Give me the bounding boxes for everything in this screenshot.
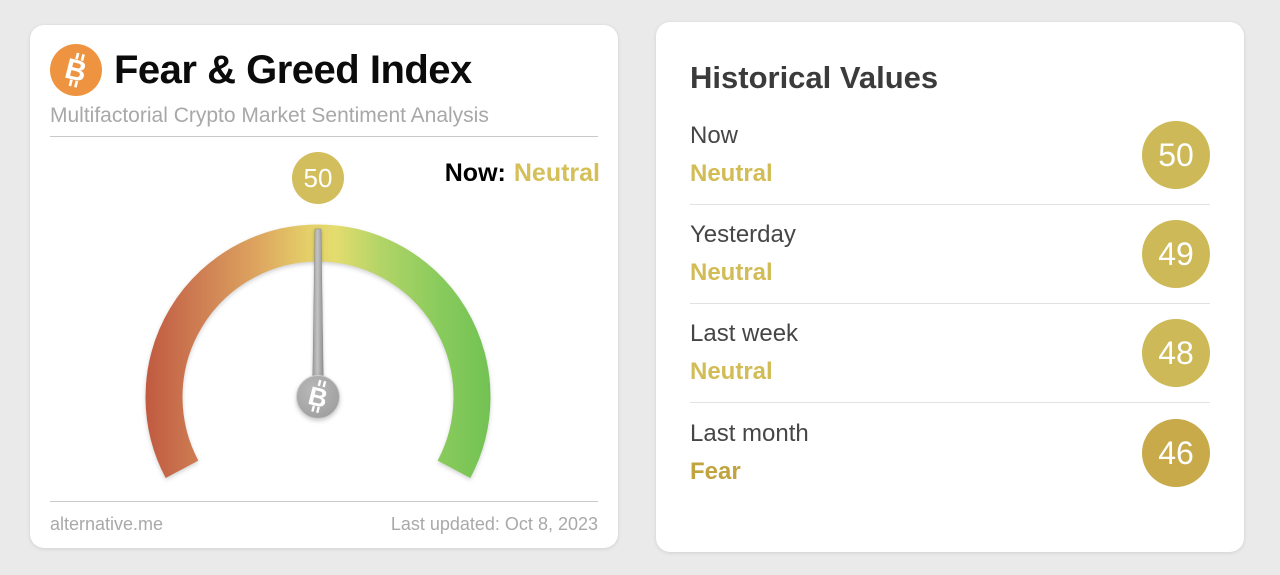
bitcoin-logo-icon: B — [50, 44, 102, 96]
current-value-badge: 50 — [292, 152, 344, 205]
now-status: Now: Neutral — [445, 161, 600, 186]
historical-values-card: Historical Values Now Neutral 50 Yesterd… — [656, 22, 1244, 552]
history-row-yesterday: Yesterday Neutral 49 — [690, 205, 1210, 304]
last-updated-text: Last updated: Oct 8, 2023 — [390, 514, 598, 535]
history-row-last-week: Last week Neutral 48 — [690, 304, 1210, 403]
period-label: Yesterday — [690, 221, 796, 248]
header-divider — [50, 136, 598, 138]
value-badge: 50 — [1142, 121, 1210, 189]
history-row-last-month: Last month Fear 46 — [690, 403, 1210, 502]
now-classification: Neutral — [513, 159, 600, 188]
sentiment-label: Fear — [690, 457, 741, 485]
sentiment-label: Neutral — [690, 358, 773, 385]
fear-greed-card: B Fear & Greed Index Multifactorial Cryp… — [30, 25, 618, 548]
value-badge: 46 — [1142, 418, 1210, 487]
historical-rows: Now Neutral 50 Yesterday Neutral 49 Last… — [690, 106, 1210, 502]
historical-values-title: Historical Values — [690, 60, 939, 95]
value-badge: 48 — [1142, 319, 1210, 387]
now-label: Now: — [444, 159, 506, 188]
sentiment-label: Neutral — [690, 160, 773, 187]
sentiment-label: Neutral — [690, 259, 773, 286]
gauge-area: B 50 Now: Neutral — [30, 137, 618, 485]
footer-divider — [50, 501, 598, 503]
history-row-now: Now Neutral 50 — [690, 106, 1210, 205]
period-label: Now — [690, 122, 739, 149]
gauge-card-title: Fear & Greed Index — [114, 48, 472, 92]
period-label: Last week — [690, 320, 799, 347]
gauge-card-subtitle: Multifactorial Crypto Market Sentiment A… — [50, 104, 489, 127]
source-link[interactable]: alternative.me — [50, 514, 164, 535]
gauge-chart: B — [145, 224, 491, 479]
value-badge: 49 — [1142, 220, 1210, 288]
bitcoin-hub-icon: B — [296, 375, 340, 420]
period-label: Last month — [690, 419, 809, 447]
gauge-card-footer: alternative.me Last updated: Oct 8, 2023 — [50, 514, 598, 535]
gauge-card-header: B Fear & Greed Index — [50, 44, 598, 96]
